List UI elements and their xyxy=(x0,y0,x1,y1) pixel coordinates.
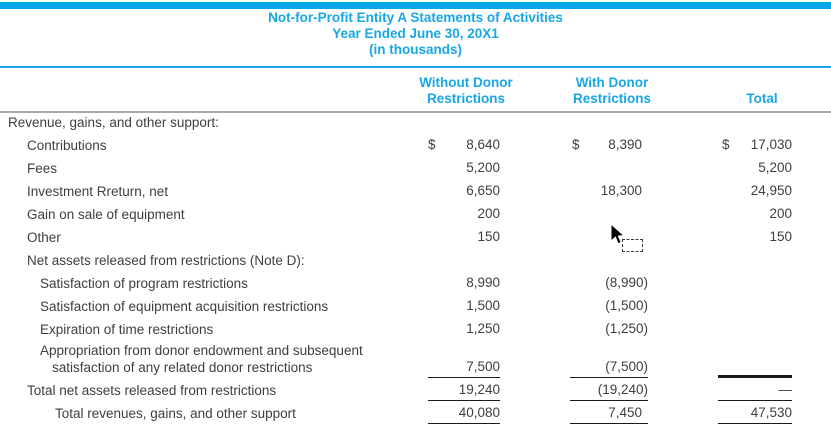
amount-without-donor: 19,240 xyxy=(428,381,500,401)
table-row: Net assets released from restrictions (N… xyxy=(0,248,831,271)
amount-with-donor: (1,500) xyxy=(605,298,648,313)
row-label: Other xyxy=(27,230,61,245)
header-divider-rule xyxy=(0,111,831,113)
table-row: Expiration of time restrictions 1,250 (1,2… xyxy=(0,317,831,340)
row-label: Expiration of time restrictions xyxy=(40,322,214,337)
amount-without-donor: 40,080 xyxy=(428,404,500,424)
amount-total: 5,200 xyxy=(758,160,792,175)
column-header-with-donor-restrictions: With Donor Restrictions xyxy=(572,75,652,106)
table-row: Investment Rreturn, net 6,650 18,300 24,950 xyxy=(0,179,831,202)
mouse-arrow-icon xyxy=(610,224,626,245)
amount-total: 47,530 xyxy=(718,404,792,424)
title-line-3: (in thousands) xyxy=(369,42,462,57)
amount-with-donor: (19,240) xyxy=(570,381,648,401)
amount-total: — xyxy=(718,381,792,401)
title-divider-rule xyxy=(0,66,831,68)
table-row: Satisfaction of equipment acquisition re… xyxy=(0,294,831,317)
amount-total: 17,030 xyxy=(750,137,792,152)
table-row: Fees 5,200 5,200 xyxy=(0,156,831,179)
amount-without-donor: 1,500 xyxy=(466,298,500,313)
row-label: Appropriation from donor endowment and s… xyxy=(40,343,363,358)
amount-with-donor: (8,990) xyxy=(605,275,648,290)
amount-without-donor: 7,500 xyxy=(428,358,500,378)
amount-total: 24,950 xyxy=(750,183,792,198)
row-label: Gain on sale of equipment xyxy=(27,207,185,222)
title-line-1: Not-for-Profit Entity A Statements of Ac… xyxy=(268,10,563,25)
table-row: Appropriation from donor endowment and s… xyxy=(0,340,831,378)
amount-without-donor: 150 xyxy=(477,229,500,244)
table-row: Other 150 150 xyxy=(0,225,831,248)
table-row: Satisfaction of program restrictions 8,99… xyxy=(0,271,831,294)
amount-without-donor: 6,650 xyxy=(466,183,500,198)
amount-with-donor: 8,390 xyxy=(608,137,642,152)
amount-with-donor: (7,500) xyxy=(570,358,648,378)
amount-without-donor: 8,990 xyxy=(466,275,500,290)
row-label: Satisfaction of equipment acquisition re… xyxy=(40,299,329,314)
amount-without-donor: 8,640 xyxy=(466,137,500,152)
statement-title: Not-for-Profit Entity A Statements of Ac… xyxy=(0,10,831,58)
top-accent-bar xyxy=(0,2,831,9)
table-header: Without Donor Restrictions With Donor Re… xyxy=(0,68,831,110)
amount-with-donor: 18,300 xyxy=(600,183,642,198)
amount-total: 150 xyxy=(769,229,792,244)
amount-total: 200 xyxy=(769,206,792,221)
table-row: Gain on sale of equipment 200 200 xyxy=(0,202,831,225)
column-header-without-donor-restrictions: Without Donor Restrictions xyxy=(419,75,513,106)
selection-marquee-icon xyxy=(622,239,643,252)
title-line-2: Year Ended June 30, 20X1 xyxy=(332,26,499,41)
table-body: Revenue, gains, and other support: Contri… xyxy=(0,110,831,424)
row-label: Fees xyxy=(27,161,58,176)
table-row: Contributions $8,640 $8,390 $17,030 xyxy=(0,133,831,156)
dollar-sign: $ xyxy=(722,137,730,152)
amount-without-donor: 5,200 xyxy=(466,160,500,175)
amount-without-donor: 1,250 xyxy=(466,321,500,336)
row-label: Total net assets released from restricti… xyxy=(27,383,277,398)
column-header-total: Total xyxy=(746,91,778,106)
amount-with-donor: 7,450 xyxy=(570,404,648,424)
dollar-sign: $ xyxy=(572,137,580,152)
row-label: Total revenues, gains, and other support xyxy=(55,406,296,421)
table-row: Total revenues, gains, and other support… xyxy=(0,401,831,424)
row-label: Satisfaction of program restrictions xyxy=(40,276,248,291)
row-label: Contributions xyxy=(27,138,107,153)
row-label: Revenue, gains, and other support: xyxy=(8,115,219,130)
row-label-continued: satisfaction of any related donor restri… xyxy=(52,360,313,375)
row-label: Net assets released from restrictions (N… xyxy=(27,253,305,268)
dollar-sign: $ xyxy=(428,137,436,152)
amount-without-donor: 200 xyxy=(477,206,500,221)
mouse-cursor xyxy=(610,224,654,256)
amount-total xyxy=(718,358,792,378)
amount-with-donor: (1,250) xyxy=(605,321,648,336)
table-row: Revenue, gains, and other support: xyxy=(0,110,831,133)
row-label: Investment Rreturn, net xyxy=(27,184,169,199)
table-row: Total net assets released from restricti… xyxy=(0,378,831,401)
